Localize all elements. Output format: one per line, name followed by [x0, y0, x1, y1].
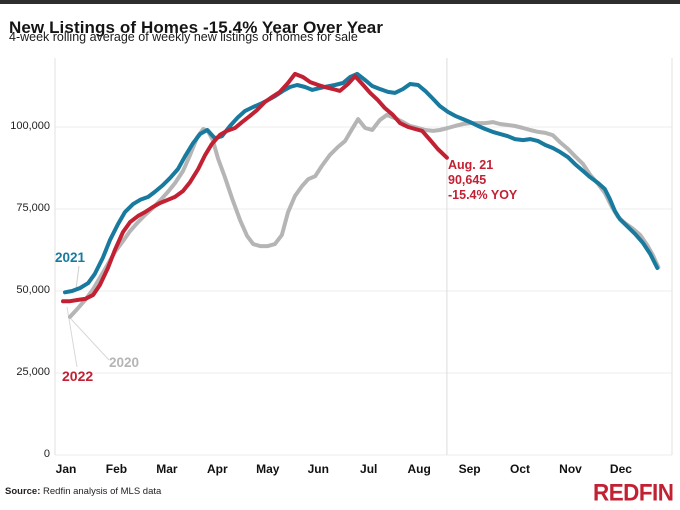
- latest-point-annotation: Aug. 21 90,645 -15.4% YOY: [448, 158, 517, 203]
- y-tick-label: 25,000: [16, 366, 50, 378]
- series-lines-group: [61, 71, 661, 319]
- series-label-2020: 2020: [109, 355, 140, 370]
- source-label: Source:: [5, 486, 41, 497]
- series-label-2021: 2021: [55, 250, 86, 265]
- x-tick-label-aug: Aug: [407, 462, 431, 476]
- window-top-border: [0, 0, 680, 4]
- page-subtitle: 4-week rolling average of weekly new lis…: [9, 30, 358, 44]
- x-tick-label-oct: Oct: [510, 462, 531, 476]
- y-tick-label: 50,000: [16, 284, 50, 296]
- redfin-logo: REDFIN: [593, 479, 674, 506]
- gridlines-group: [54, 58, 673, 456]
- y-tick-label: 100,000: [10, 120, 50, 132]
- series-2022-line: [61, 71, 449, 304]
- x-tick-label-jun: Jun: [307, 462, 329, 476]
- source-text: Redfin analysis of MLS data: [40, 486, 162, 497]
- x-tick-label-sep: Sep: [458, 462, 481, 476]
- x-tick-label-may: May: [256, 462, 280, 476]
- x-tick-label-feb: Feb: [105, 462, 128, 476]
- x-tick-label-jan: Jan: [55, 462, 77, 476]
- annotation-date: Aug. 21: [448, 158, 494, 172]
- series-label-2022: 2022: [62, 368, 94, 384]
- x-tick-label-apr: Apr: [207, 462, 228, 476]
- page-title: New Listings of Homes -15.4% Year Over Y…: [9, 18, 384, 38]
- annotation-yoy: -15.4% YOY: [448, 188, 518, 202]
- series-2021-line: [63, 71, 660, 295]
- leader-line-2020: [70, 318, 110, 361]
- x-tick-label-jul: Jul: [360, 462, 378, 476]
- y-tick-label: 75,000: [16, 202, 50, 214]
- series-2020-line: [68, 112, 661, 319]
- x-tick-label-nov: Nov: [559, 462, 582, 476]
- source-note: Source: Redfin analysis of MLS data: [5, 486, 161, 497]
- annotation-value: 90,645: [448, 173, 487, 187]
- x-tick-label-mar: Mar: [156, 462, 178, 476]
- leader-line-2021: [75, 265, 80, 290]
- x-tick-label-dec: Dec: [609, 462, 632, 476]
- y-tick-label: 0: [43, 448, 50, 460]
